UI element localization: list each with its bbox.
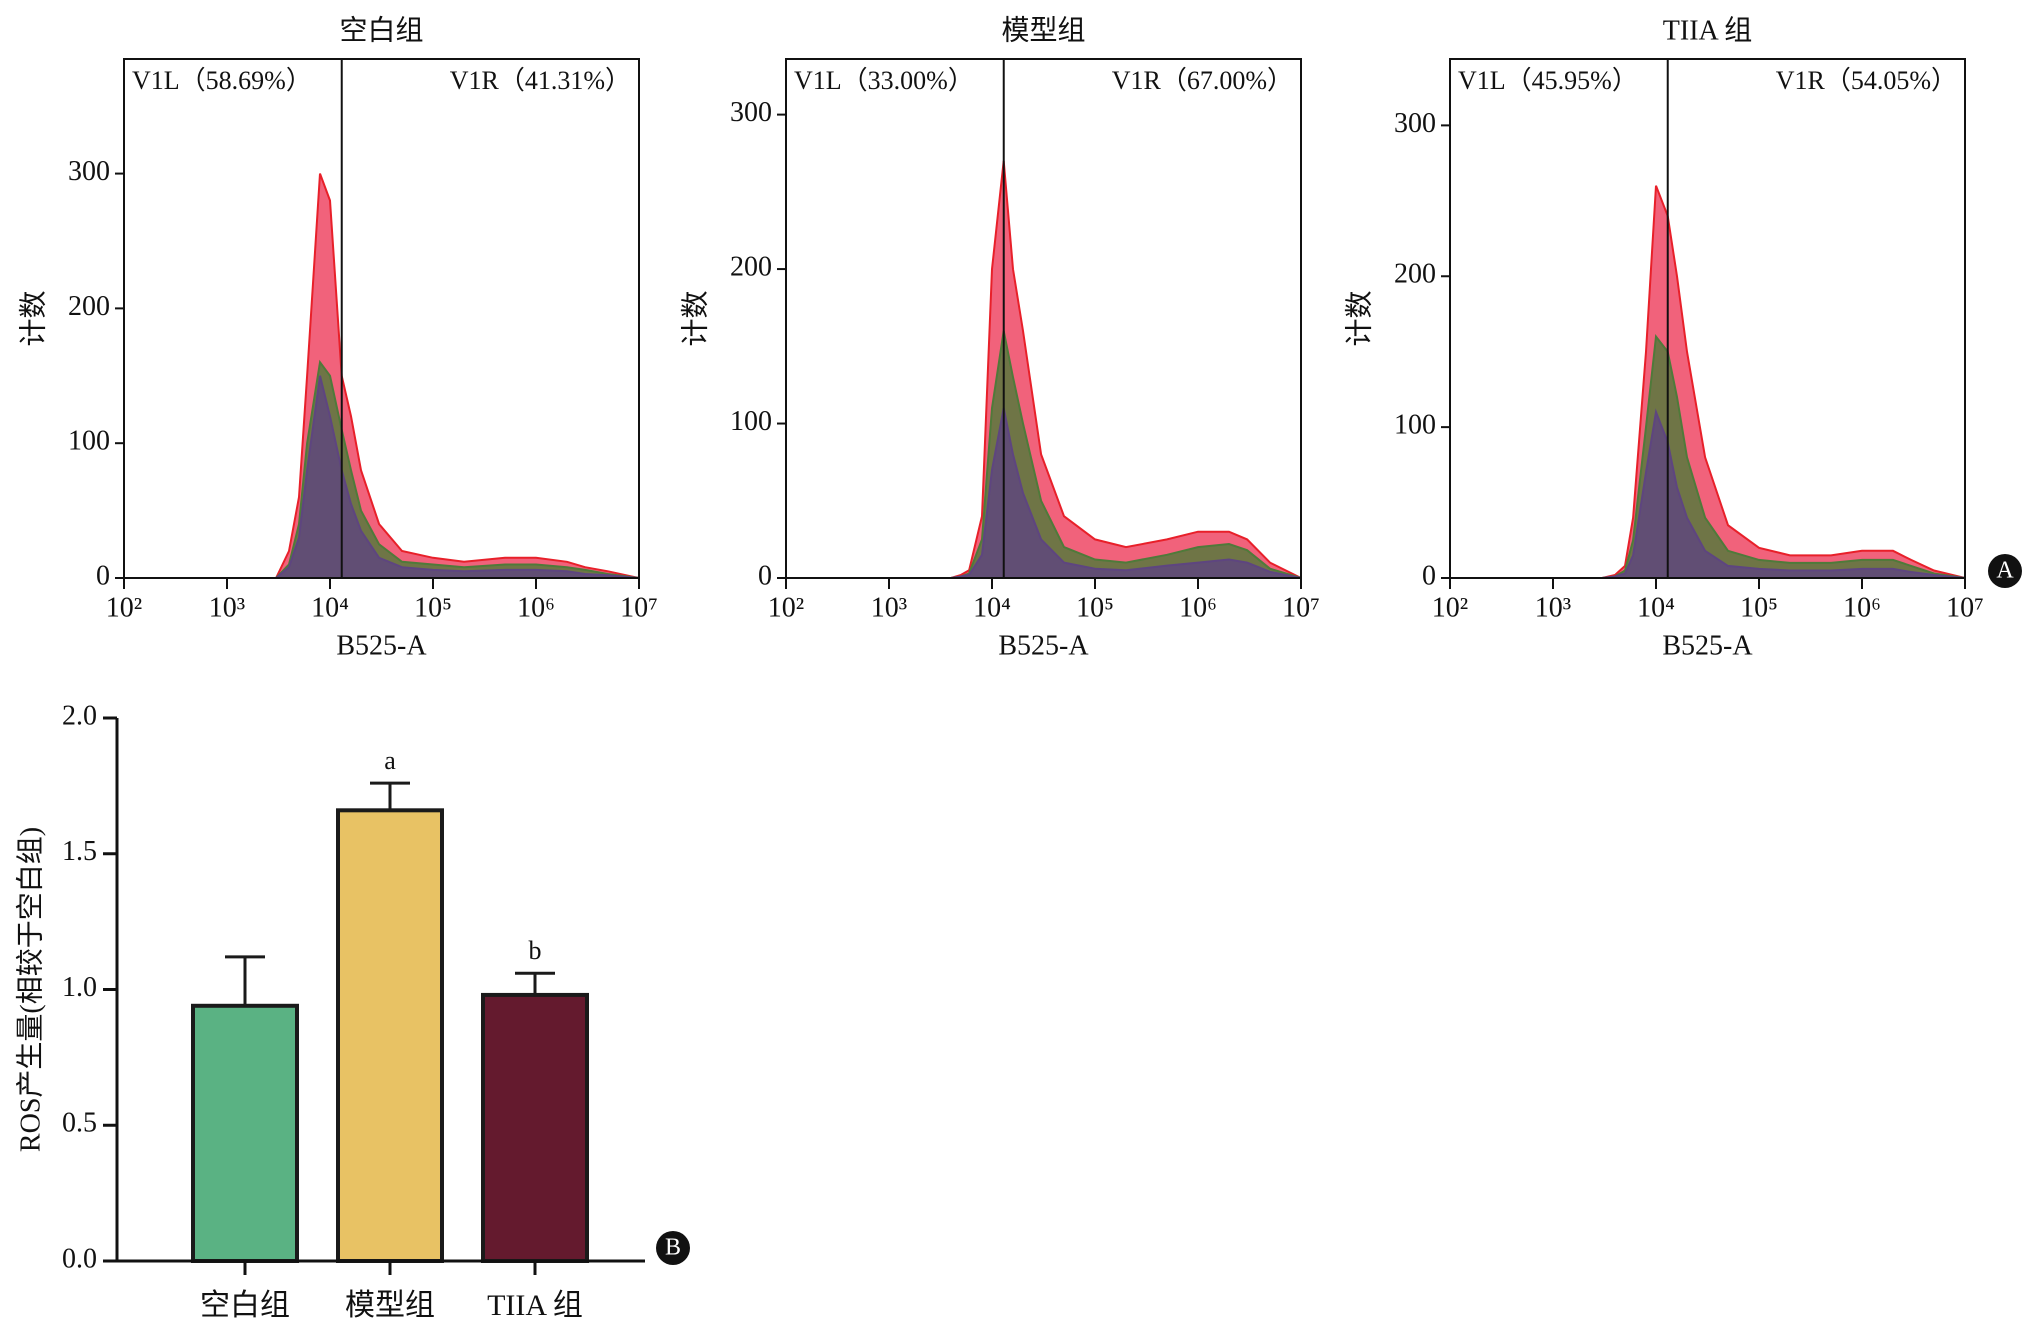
plot-frame xyxy=(785,58,1302,579)
x-tick-label: 10⁷ xyxy=(1946,592,1984,623)
significance-label: b xyxy=(529,936,542,965)
significance-label: a xyxy=(384,746,396,775)
x-tick-label: 空白组 xyxy=(200,1289,290,1322)
x-tick-label: TIIA 组 xyxy=(487,1289,583,1322)
gate-label: V1R（41.31%） xyxy=(450,66,631,95)
x-tick-label: 模型组 xyxy=(345,1289,435,1322)
panel-label: B xyxy=(665,1235,681,1261)
y-tick-label: 200 xyxy=(1394,259,1436,290)
histogram-area xyxy=(920,407,1302,579)
y-tick-label: 0.0 xyxy=(62,1243,97,1274)
x-tick-label: 10⁶ xyxy=(1843,592,1881,623)
x-tick-label: 10⁴ xyxy=(973,592,1011,623)
plot-frame xyxy=(1449,58,1966,579)
x-tick-label: 10³ xyxy=(209,592,245,623)
y-tick-label: 200 xyxy=(730,251,772,282)
y-tick-label: 100 xyxy=(730,406,772,437)
y-axis-label: 计数 xyxy=(1343,290,1375,346)
gate-label: V1L（58.69%） xyxy=(132,66,312,95)
histogram-area xyxy=(1584,408,1966,579)
y-tick-label: 1.5 xyxy=(62,836,97,867)
panel-badge xyxy=(656,1231,690,1265)
y-tick-label: 0 xyxy=(1422,560,1436,591)
chart-title: 空白组 xyxy=(339,14,423,46)
panel-label: A xyxy=(1996,558,2014,584)
x-tick-label: 10⁶ xyxy=(1179,592,1217,623)
y-tick-label: 0 xyxy=(96,560,110,591)
histogram-area xyxy=(920,160,1302,579)
x-tick-label: 10⁴ xyxy=(1637,592,1675,623)
x-tick-label: 10⁵ xyxy=(1076,592,1114,623)
y-tick-label: 300 xyxy=(68,156,110,187)
x-axis-label: B525-A xyxy=(1662,630,1753,661)
y-axis-label: ROS产生量(相较于空白组) xyxy=(14,827,46,1152)
chart-title: TIIA 组 xyxy=(1663,14,1752,46)
y-tick-label: 0 xyxy=(758,560,772,591)
x-tick-label: 10⁶ xyxy=(517,592,555,623)
x-tick-label: 10² xyxy=(106,592,142,623)
x-tick-label: 10⁵ xyxy=(1740,592,1778,623)
bar xyxy=(336,808,444,1263)
y-tick-label: 2.0 xyxy=(62,700,97,731)
y-tick-label: 1.0 xyxy=(62,972,97,1003)
y-tick-label: 200 xyxy=(68,291,110,322)
y-tick-label: 300 xyxy=(730,97,772,128)
gate-label: V1L（45.95%） xyxy=(1458,66,1638,95)
y-tick-label: 100 xyxy=(1394,410,1436,441)
x-tick-label: 10⁷ xyxy=(620,592,658,623)
gate-label: V1L（33.00%） xyxy=(794,66,974,95)
y-tick-label: 100 xyxy=(68,426,110,457)
x-tick-label: 10² xyxy=(768,592,804,623)
x-axis-label: B525-A xyxy=(336,630,427,661)
panel-badge xyxy=(1988,554,2022,588)
y-tick-label: 300 xyxy=(1394,108,1436,139)
chart-title: 模型组 xyxy=(1001,14,1085,46)
x-axis-label: B525-A xyxy=(998,630,1089,661)
x-tick-label: 10⁷ xyxy=(1282,592,1320,623)
x-tick-label: 10³ xyxy=(1535,592,1571,623)
gate-label: V1R（54.05%） xyxy=(1776,66,1957,95)
gate-label: V1R（67.00%） xyxy=(1112,66,1293,95)
x-tick-label: 10⁴ xyxy=(311,592,349,623)
bar xyxy=(191,1003,299,1263)
bar xyxy=(481,992,589,1263)
y-tick-label: 0.5 xyxy=(62,1108,97,1139)
x-tick-label: 10⁵ xyxy=(414,592,452,623)
histogram-area xyxy=(258,375,640,579)
y-axis-label: 计数 xyxy=(679,290,711,346)
plot-frame xyxy=(123,58,640,579)
x-tick-label: 10² xyxy=(1432,592,1468,623)
x-tick-label: 10³ xyxy=(871,592,907,623)
y-axis-label: 计数 xyxy=(17,290,49,346)
